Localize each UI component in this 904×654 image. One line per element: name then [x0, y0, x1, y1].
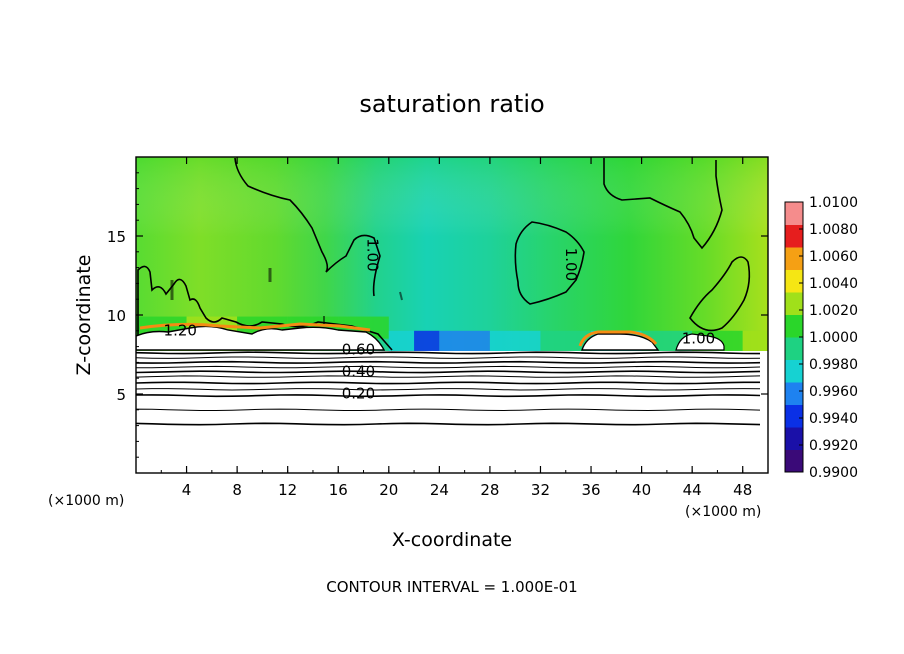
- field-cell: [742, 330, 768, 353]
- field-cell: [388, 330, 415, 353]
- cloud-edge-left: [136, 325, 386, 351]
- x-tick-label: 32: [531, 481, 550, 499]
- contour-label: 0.60: [342, 341, 375, 359]
- x-tick-label: 40: [632, 481, 651, 499]
- colorbar: 1.0100 1.0080 1.0060 1.0040 1.0020 1.0000 0.99…: [784, 195, 858, 481]
- contour-interval-note: CONTOUR INTERVAL = 1.000E-01: [326, 578, 577, 596]
- x-axis-label: X-coordinate: [392, 529, 512, 551]
- contour-line: [136, 356, 761, 359]
- field-cell: [489, 330, 541, 353]
- colorbar-segment: [785, 427, 803, 450]
- y-axis-label: Z-coordinate: [73, 255, 95, 376]
- field-cell: [540, 330, 592, 353]
- colorbar-segment: [785, 202, 803, 225]
- x-tick-label: 12: [278, 481, 297, 499]
- contour-line: [136, 381, 760, 385]
- chart-title: saturation ratio: [359, 90, 544, 118]
- colorbar-label: 1.0000: [809, 330, 858, 346]
- colorbar-segment: [785, 382, 803, 405]
- field-cell: [439, 330, 490, 353]
- contour-label: 1.00: [562, 248, 580, 281]
- y-tick-label: 5: [116, 386, 126, 404]
- colorbar-segment: [785, 292, 803, 315]
- contour-line: [136, 370, 761, 374]
- contour-line: [136, 422, 761, 426]
- streaks: [170, 268, 403, 324]
- contour-label: 1.00: [682, 329, 715, 347]
- contour-label: 1.20: [164, 322, 197, 340]
- colorbar-segment: [785, 449, 803, 473]
- x-tick-label: 48: [733, 481, 752, 499]
- x-tick-label: 20: [379, 481, 398, 499]
- contour-line: [136, 394, 761, 398]
- contour-1-00-upper-right: [603, 158, 723, 250]
- x-tick-label: 16: [329, 481, 348, 499]
- colorbar-label: 0.9940: [809, 411, 858, 427]
- contour-label: 0.40: [342, 363, 375, 381]
- colorbar-label: 0.9900: [809, 465, 858, 481]
- contour-label: 1.00: [363, 238, 381, 271]
- x-tick-label: 36: [581, 481, 600, 499]
- colorbar-segment: [785, 337, 803, 360]
- plot-area: [136, 157, 768, 473]
- colorbar-label: 1.0020: [809, 303, 858, 319]
- colorbar-label: 1.0040: [809, 276, 858, 292]
- colorbar-label: 0.9960: [809, 384, 858, 400]
- colorbar-label: 1.0080: [809, 222, 858, 238]
- y-tick-label: 15: [107, 228, 126, 246]
- colorbar-label: 0.9920: [809, 438, 858, 454]
- x-unit-right: (×1000 m): [685, 504, 761, 520]
- x-tick-label: 8: [232, 481, 242, 499]
- colorbar-segment: [785, 224, 803, 248]
- contour-1-00-far-right: [689, 256, 751, 332]
- contour-lines: [136, 351, 761, 426]
- x-tick-label: 4: [182, 481, 192, 499]
- contour-1-00-right: [514, 221, 585, 305]
- y-tick-label: 10: [107, 307, 126, 325]
- contour-label: 0.20: [342, 385, 375, 403]
- contour-line: [136, 360, 761, 364]
- field-upper-shade: [136, 157, 768, 237]
- contour-line: [136, 351, 761, 355]
- colorbar-segment: [785, 404, 803, 428]
- colorbar-segment: [785, 359, 803, 383]
- warm-edge-right: [578, 330, 658, 347]
- colorbar-label: 1.0060: [809, 249, 858, 265]
- warm-edge-left: [139, 322, 371, 332]
- x-tick-label: 24: [430, 481, 449, 499]
- x-tick-label: 28: [480, 481, 499, 499]
- x-tick-label: 44: [683, 481, 702, 499]
- colorbar-segment: [785, 247, 803, 270]
- colorbar-segment: [785, 314, 803, 338]
- contour-1-00-mid: [234, 157, 381, 297]
- cloud-edge-right: [581, 333, 660, 351]
- contour-labels: 1.20 1.00 1.00 1.00 0.60 0.40 0.20: [164, 238, 716, 402]
- contour-line: [136, 408, 761, 412]
- colorbar-label: 1.0100: [809, 195, 858, 211]
- contour-line: [136, 375, 761, 378]
- field-cell: [414, 330, 440, 353]
- cloud-edge-far-right: [675, 333, 725, 351]
- colorbar-segment: [785, 269, 803, 293]
- contour-1-00-left: [137, 265, 393, 351]
- colorbar-label: 0.9980: [809, 357, 858, 373]
- contour-line: [136, 388, 761, 391]
- subsaturated-region: [136, 351, 768, 473]
- x-unit-left: (×1000 m): [48, 493, 124, 509]
- contour-line: [136, 365, 761, 369]
